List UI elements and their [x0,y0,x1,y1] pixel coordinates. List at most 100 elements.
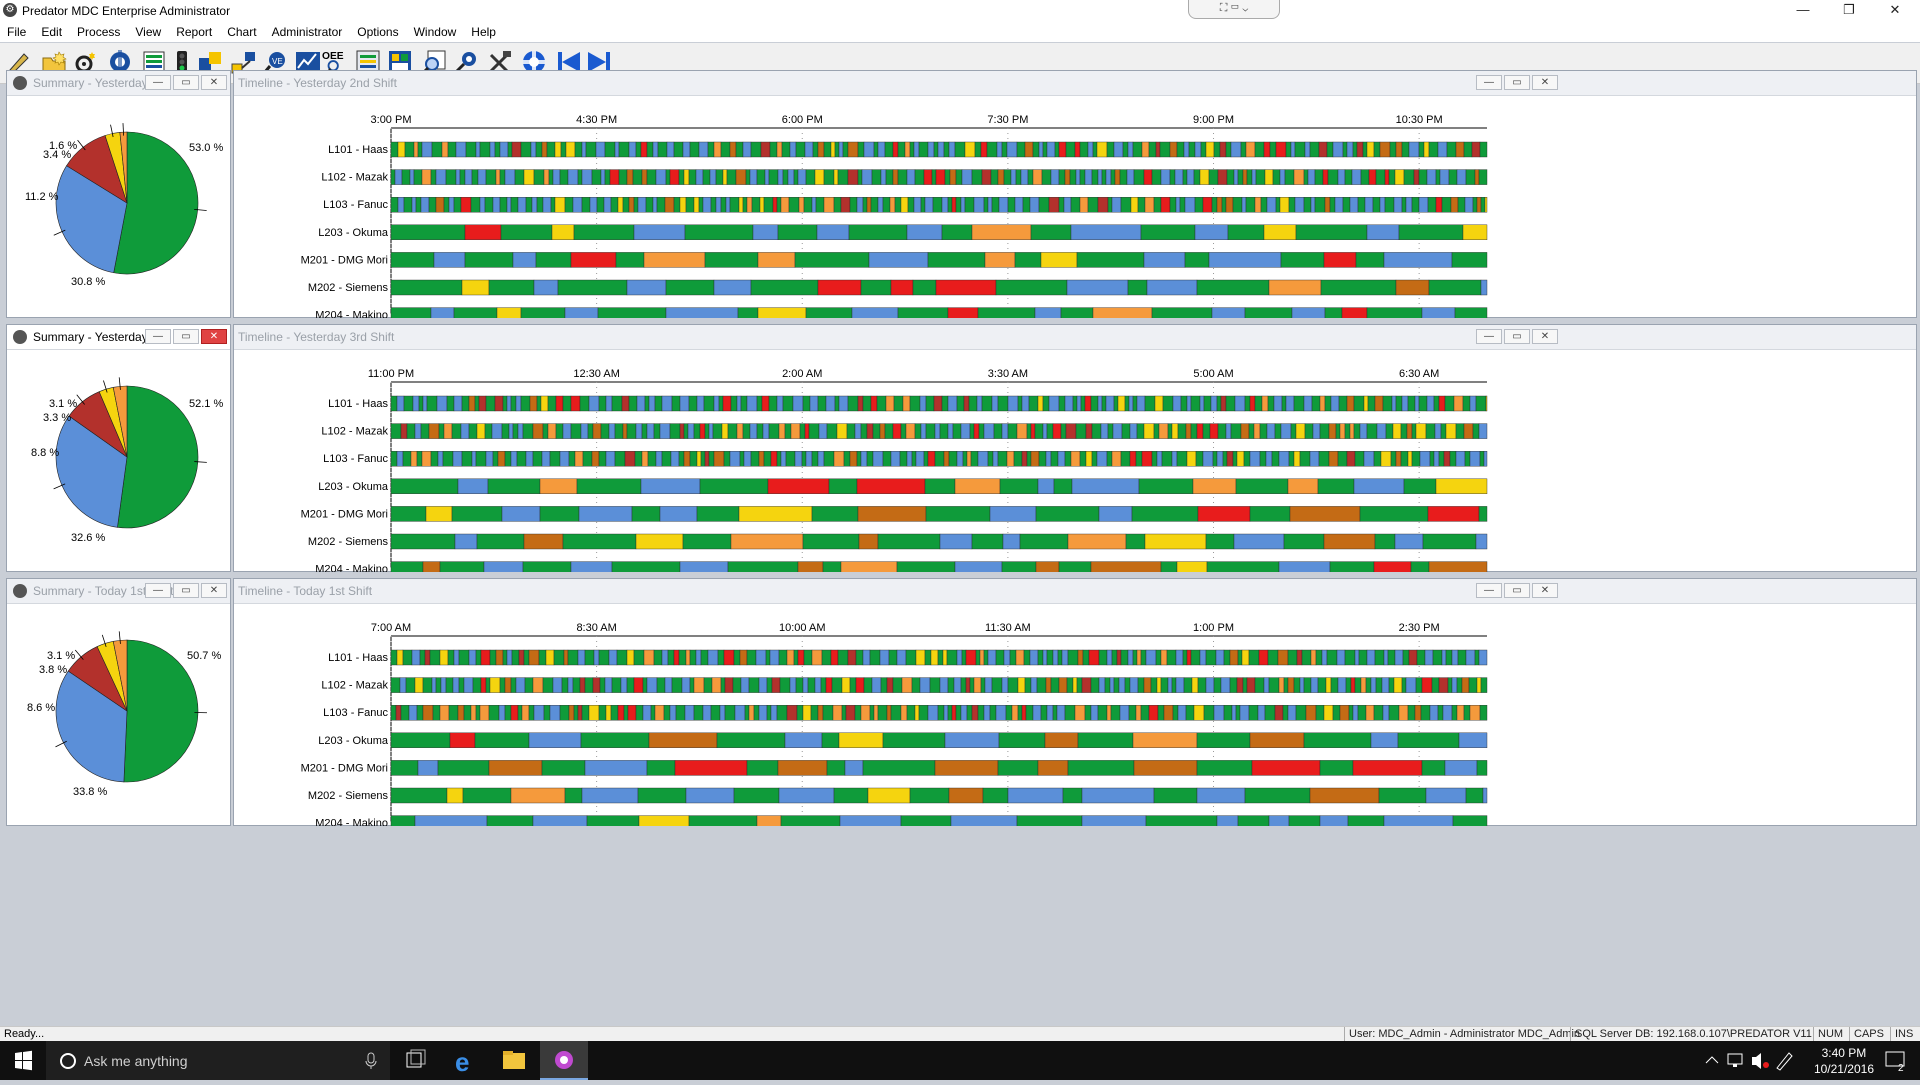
predator-app-taskbar-icon[interactable] [540,1041,588,1080]
timeline-2-row[interactable] [391,562,1487,572]
pen-tray-icon[interactable] [1772,1041,1796,1080]
edge-browser-icon[interactable]: e [442,1041,490,1080]
menu-view[interactable]: View [128,22,169,39]
notifications-icon[interactable]: 2 [1872,1041,1920,1080]
timeline-2-row[interactable] [391,396,1487,411]
timeline-window-1-close[interactable]: ✕ [1532,75,1558,90]
timeline-window-2-minimize[interactable]: — [1476,329,1502,344]
summary-window-3[interactable]: Summary - Today 1st Shift — ▭ ✕ 50.7 % 3… [6,578,231,826]
timeline-3-row[interactable] [391,705,1487,720]
status-segment [1279,451,1289,466]
status-segment [919,705,928,720]
timeline-window-3-titlebar[interactable]: Timeline - Today 1st Shift — ▭ ✕ [234,579,1916,604]
timeline-2-row[interactable] [391,424,1487,439]
timeline-window-2-close[interactable]: ✕ [1532,329,1558,344]
status-segment [1145,396,1155,411]
windows-start-icon[interactable] [0,1041,46,1080]
status-segment [1105,678,1110,693]
summary-window-2[interactable]: Summary - Yesterday 3r... — ▭ ✕ 52.1 % 3… [6,324,231,572]
timeline-3-row[interactable] [391,733,1487,748]
summary-window-3-close[interactable]: ✕ [201,583,227,598]
status-segment [849,225,907,240]
timeline-window-1[interactable]: Timeline - Yesterday 2nd Shift — ▭ ✕ 3:0… [233,70,1917,318]
menu-report[interactable]: Report [169,22,220,39]
timeline-1-row[interactable] [391,170,1487,185]
timeline-3-row[interactable] [391,650,1487,665]
timeline-2-row[interactable] [391,506,1487,521]
menu-window[interactable]: Window [407,22,465,39]
timeline-window-3[interactable]: Timeline - Today 1st Shift — ▭ ✕ 7:00 AM… [233,578,1917,826]
timeline-window-1-titlebar[interactable]: Timeline - Yesterday 2nd Shift — ▭ ✕ [234,71,1916,96]
summary-window-1[interactable]: Summary - Yesterday 2... — ▭ ✕ 53.0 % 30… [6,70,231,318]
timeline-window-2-titlebar[interactable]: Timeline - Yesterday 3rd Shift — ▭ ✕ [234,325,1916,350]
timeline-window-1-minimize[interactable]: — [1476,75,1502,90]
timeline-window-3-minimize[interactable]: — [1476,583,1502,598]
status-segment [589,705,599,720]
summary-window-2-titlebar[interactable]: Summary - Yesterday 3r... — ▭ ✕ [7,325,230,350]
timeline-1-row[interactable] [391,308,1487,318]
timeline-3-row[interactable] [391,678,1487,693]
status-segment [662,650,668,665]
timeline-3-row[interactable] [391,760,1487,775]
summary-window-2-close[interactable]: ✕ [201,329,227,344]
menu-administrator[interactable]: Administrator [265,22,351,39]
summary-window-1-maximize[interactable]: ▭ [173,75,199,90]
status-segment [1353,142,1357,157]
task-view-icon[interactable] [392,1041,440,1080]
volume-tray-icon[interactable] [1748,1041,1772,1080]
timeline-window-3-maximize[interactable]: ▭ [1504,583,1530,598]
timeline-3-row[interactable] [391,788,1487,803]
summary-window-1-close[interactable]: ✕ [201,75,227,90]
status-segment [1075,142,1080,157]
summary-window-1-titlebar[interactable]: Summary - Yesterday 2... — ▭ ✕ [7,71,230,96]
timeline-1-row[interactable] [391,252,1487,267]
microphone-icon[interactable] [364,1052,378,1070]
menu-file[interactable]: File [0,22,34,39]
status-segment [1214,678,1221,693]
summary-window-3-maximize[interactable]: ▭ [173,583,199,598]
timeline-2-row[interactable] [391,451,1487,466]
restore-button[interactable]: ❐ [1826,0,1872,22]
status-segment [769,170,778,185]
menu-help[interactable]: Help [464,22,504,39]
search-box[interactable]: Ask me anything [46,1041,390,1080]
status-segment [1071,451,1080,466]
tray-chevron-icon[interactable] [1700,1041,1724,1080]
timeline-1-row[interactable] [391,142,1487,157]
timeline-1-row[interactable] [391,225,1487,240]
summary-window-3-titlebar[interactable]: Summary - Today 1st Shift — ▭ ✕ [7,579,230,604]
timeline-1-row[interactable] [391,280,1487,295]
status-segment [694,705,703,720]
close-button[interactable]: ✕ [1872,0,1918,22]
summary-window-1-minimize[interactable]: — [145,75,171,90]
status-segment [465,170,472,185]
timeline-1-row[interactable] [391,197,1487,212]
status-segment [405,142,414,157]
summary-window-3-minimize[interactable]: — [145,583,171,598]
timeline-window-2[interactable]: Timeline - Yesterday 3rd Shift — ▭ ✕ 11:… [233,324,1917,572]
timeline-2-row[interactable] [391,534,1487,549]
status-segment [440,650,448,665]
status-segment [1279,678,1284,693]
minimize-button[interactable]: — [1780,0,1826,22]
timeline-3-row[interactable] [391,816,1487,826]
menu-process[interactable]: Process [70,22,128,39]
taskbar-clock[interactable]: 3:40 PM 10/21/2016 [1814,1045,1874,1077]
timeline-window-1-maximize[interactable]: ▭ [1504,75,1530,90]
timeline-window-3-close[interactable]: ✕ [1532,583,1558,598]
menu-options[interactable]: Options [350,22,406,39]
file-explorer-icon[interactable] [490,1041,538,1080]
status-segment [940,534,972,549]
timeline-window-2-maximize[interactable]: ▭ [1504,329,1530,344]
status-segment [856,678,864,693]
status-segment [996,650,1004,665]
menu-edit[interactable]: Edit [34,22,70,39]
network-tray-icon[interactable] [1724,1041,1748,1080]
title-center-widget[interactable]: ⛶ ▭ ⌄ [1188,0,1280,19]
status-segment [1401,424,1407,439]
menu-chart[interactable]: Chart [220,22,264,39]
timeline-2-row[interactable] [391,479,1487,494]
summary-window-2-maximize[interactable]: ▭ [173,329,199,344]
summary-window-2-minimize[interactable]: — [145,329,171,344]
status-segment [708,650,718,665]
